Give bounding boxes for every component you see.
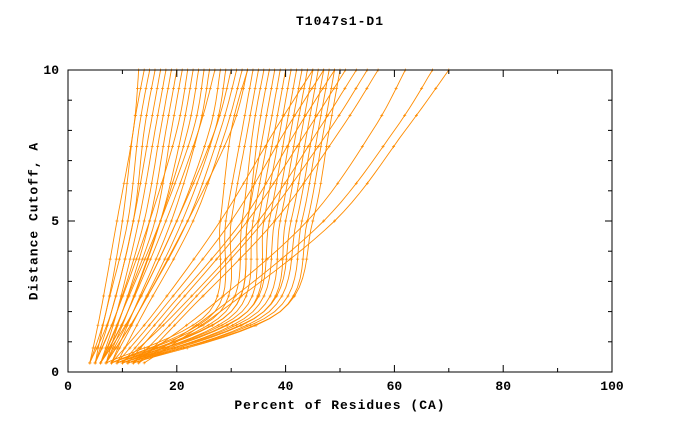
y-tick-label: 0: [51, 365, 59, 380]
model-curve: [122, 69, 308, 364]
x-tick-label: 80: [495, 379, 511, 394]
x-tick-label: 60: [387, 379, 403, 394]
curve-markers: [131, 68, 407, 365]
x-tick-label: 100: [600, 379, 624, 394]
curve-markers: [99, 68, 179, 365]
curve-markers: [110, 68, 255, 365]
curve-markers: [120, 68, 358, 365]
curve-markers: [99, 68, 233, 365]
curve-markers: [88, 68, 146, 365]
curve-markers: [110, 68, 315, 365]
curve-markers: [126, 68, 347, 365]
curve-markers: [115, 68, 326, 365]
curve-markers: [142, 68, 451, 365]
curve-markers: [93, 68, 152, 365]
x-tick-label: 0: [64, 379, 72, 394]
chart-title: T1047s1-D1: [295, 14, 384, 29]
curve-markers: [104, 68, 184, 365]
y-tick-label: 10: [43, 63, 59, 78]
curve-markers: [110, 68, 211, 365]
curve-markers: [104, 68, 249, 365]
curve-markers: [93, 68, 190, 365]
curve-markers: [88, 68, 162, 365]
y-tick-label: 5: [51, 214, 59, 229]
curve-markers: [104, 68, 249, 365]
curve-markers: [137, 68, 434, 365]
x-tick-label: 20: [169, 379, 185, 394]
x-axis-label: Percent of Residues (CA): [234, 398, 446, 413]
x-tick-label: 40: [278, 379, 294, 394]
model-curve: [89, 69, 145, 364]
model-curve: [138, 69, 433, 364]
curve-markers: [137, 68, 380, 365]
